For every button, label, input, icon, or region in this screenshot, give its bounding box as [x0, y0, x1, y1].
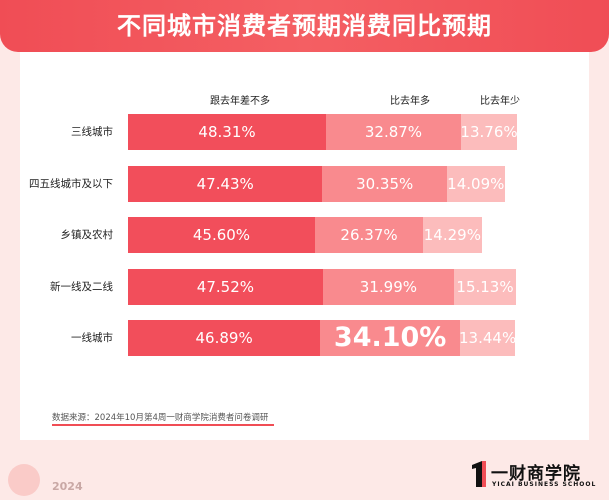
data-label: 14.09% [447, 174, 505, 193]
year-label: 2024 [52, 480, 83, 493]
data-label: 13.44% [459, 329, 517, 347]
category-label: 一线城市 [71, 332, 113, 344]
legend-item-0: 跟去年差不多 [210, 96, 270, 107]
data-label: 46.89% [195, 329, 253, 347]
data-source-note: 数据来源：2024年10月第4周一财商学院消费者问卷调研 [52, 413, 269, 423]
bar-segment [128, 114, 327, 150]
bar-segment [320, 320, 461, 356]
data-label: 31.99% [359, 277, 418, 296]
category-label: 四五线城市及以下 [29, 177, 113, 190]
source-underline [52, 424, 274, 426]
bar-segment [128, 268, 323, 305]
category-label: 三线城市 [71, 126, 113, 138]
bar-segment [128, 165, 323, 202]
bar-segment [322, 268, 454, 305]
bar-segment [326, 114, 461, 150]
data-label: 30.35% [356, 174, 414, 193]
legend-item-2: 比去年少 [480, 96, 520, 107]
data-label: 47.43% [196, 174, 254, 193]
bar-segment [446, 165, 505, 202]
bar-segment [128, 320, 321, 356]
data-label: 32.87% [364, 123, 423, 141]
data-label: 14.29% [423, 226, 481, 244]
bar-segment [314, 217, 424, 253]
data-label: 15.13% [456, 277, 514, 296]
data-label: 47.52% [196, 277, 255, 296]
bar-segment [453, 268, 517, 305]
chart-title: 不同城市消费者预期消费同比预期 [117, 12, 492, 40]
data-label: 13.76% [460, 123, 518, 141]
decorative-circle-icon [8, 464, 40, 496]
legend-item-1: 比去年多 [390, 96, 430, 107]
data-label: 45.60% [192, 226, 251, 244]
data-label: 26.37% [340, 226, 398, 244]
header-banner [0, 0, 609, 52]
category-label: 新一线及二线 [50, 280, 113, 293]
data-label: 34.10% [333, 322, 447, 353]
bar-segment [128, 217, 315, 253]
bar-segment [460, 114, 518, 150]
category-label: 乡镇及农村 [60, 229, 114, 241]
brand-logo-icon [472, 461, 486, 487]
bar-segment [460, 320, 516, 356]
brand-subtitle: YICAI BUSINESS SCHOOL [492, 481, 597, 488]
bar-segment [423, 217, 482, 253]
bar-segment [322, 165, 447, 202]
brand-name: 一财商学院 [491, 464, 581, 484]
data-label: 48.31% [198, 123, 256, 141]
